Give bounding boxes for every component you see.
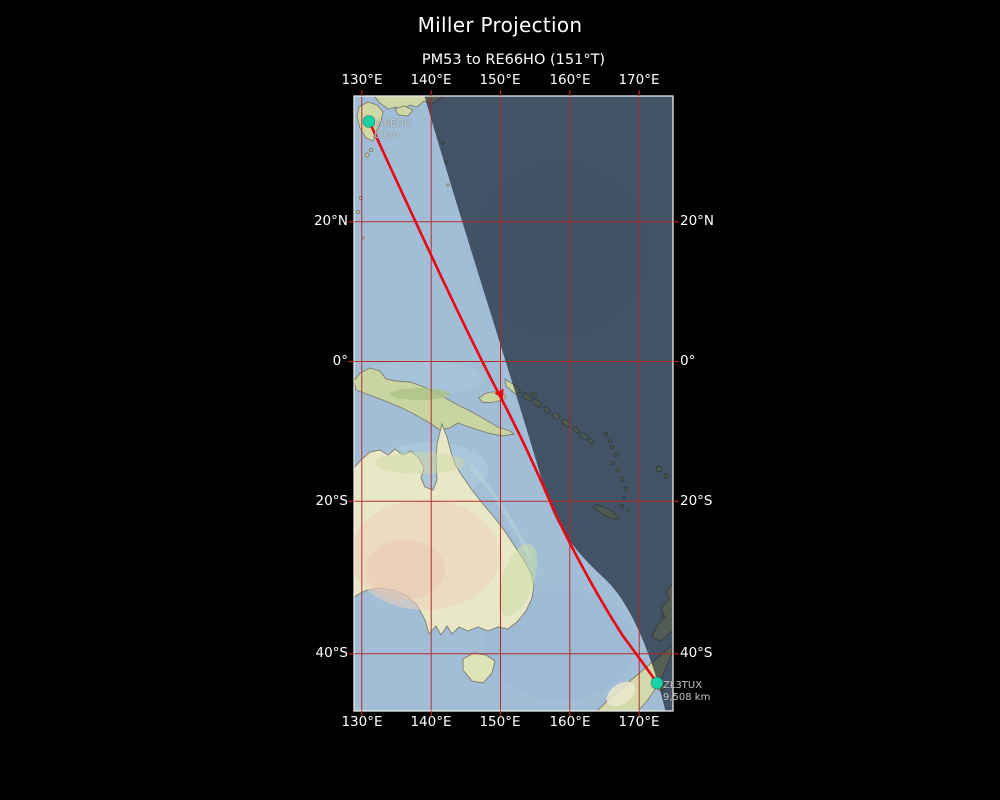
tick-top-140e: 140°E — [410, 72, 452, 88]
end-marker-label: ZL3TUX 9,508 km — [663, 680, 710, 704]
tick-top-130e: 130°E — [341, 72, 383, 88]
route-line — [367, 120, 659, 684]
start-marker-label: JA6EGH 0 km — [374, 118, 412, 142]
tick-left-40s: 40°S — [315, 645, 349, 661]
land-new-guinea — [354, 367, 516, 437]
figure-title: Miller Projection — [417, 13, 583, 37]
tick-bottom-150e: 150°E — [479, 714, 521, 730]
route-direction-arrow — [494, 388, 504, 400]
tick-left-20s: 20°S — [315, 493, 349, 509]
tick-left-0: 0° — [332, 353, 348, 369]
route-subtitle: PM53 to RE66HO (151°T) — [421, 52, 606, 68]
tick-bottom-160e: 160°E — [549, 714, 591, 730]
start-marker — [362, 115, 376, 128]
start-distance: 0 km — [374, 130, 400, 141]
end-marker — [650, 676, 664, 690]
tick-right-0: 0° — [680, 353, 696, 369]
tick-bottom-140e: 140°E — [410, 714, 452, 730]
tick-top-170e: 170°E — [618, 72, 660, 88]
tick-top-160e: 160°E — [549, 72, 591, 88]
tick-right-20s: 20°S — [680, 493, 713, 509]
tick-bottom-130e: 130°E — [341, 714, 383, 730]
land-shikoku — [394, 105, 414, 117]
end-callsign: ZL3TUX — [663, 680, 703, 691]
tick-right-40s: 40°S — [680, 645, 713, 661]
start-callsign: JA6EGH — [374, 118, 412, 129]
axis-ticks — [348, 90, 679, 717]
axes-spine — [353, 95, 674, 712]
graticule — [354, 96, 673, 711]
tick-left-20n: 20°N — [313, 213, 348, 229]
tasman-sea — [485, 590, 635, 700]
tick-right-20n: 20°N — [680, 213, 715, 229]
night-terminator-shading — [424, 96, 673, 711]
tick-bottom-170e: 170°E — [618, 714, 660, 730]
end-distance: 9,508 km — [663, 692, 711, 703]
tick-top-150e: 150°E — [479, 72, 521, 88]
